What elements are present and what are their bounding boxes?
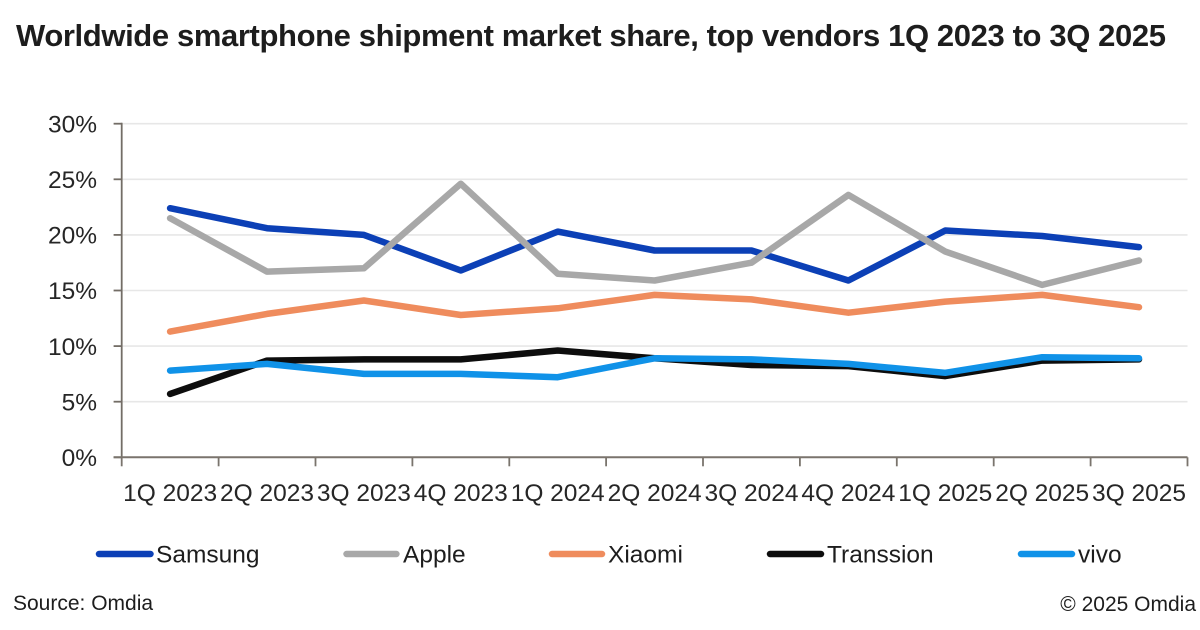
svg-text:10%: 10% [48,334,97,361]
svg-text:2Q 2025: 2Q 2025 [995,480,1089,507]
svg-text:Xiaomi: Xiaomi [608,542,683,569]
svg-text:3Q 2023: 3Q 2023 [317,480,411,507]
svg-text:25%: 25% [48,167,97,194]
svg-text:1Q 2023: 1Q 2023 [123,480,217,507]
svg-text:5%: 5% [62,389,97,416]
svg-text:4Q 2024: 4Q 2024 [801,480,895,507]
svg-text:20%: 20% [48,223,97,250]
svg-text:1Q 2024: 1Q 2024 [511,480,605,507]
svg-text:1Q 2025: 1Q 2025 [898,480,992,507]
svg-text:2Q 2024: 2Q 2024 [608,480,702,507]
svg-text:Worldwide smartphone shipment: Worldwide smartphone shipment market sha… [16,18,1166,53]
svg-text:4Q 2023: 4Q 2023 [414,480,508,507]
svg-text:2Q 2023: 2Q 2023 [220,480,314,507]
svg-text:15%: 15% [48,278,97,305]
svg-text:3Q 2025: 3Q 2025 [1092,480,1186,507]
svg-text:vivo: vivo [1078,542,1122,569]
svg-text:Apple: Apple [403,542,466,569]
svg-text:© 2025 Omdia: © 2025 Omdia [1060,593,1196,616]
svg-text:Transsion: Transsion [827,542,934,569]
svg-text:30%: 30% [48,111,97,138]
svg-text:Source: Omdia: Source: Omdia [13,592,153,615]
svg-text:3Q 2024: 3Q 2024 [705,480,799,507]
svg-text:Samsung: Samsung [156,542,260,569]
svg-text:0%: 0% [62,445,97,472]
